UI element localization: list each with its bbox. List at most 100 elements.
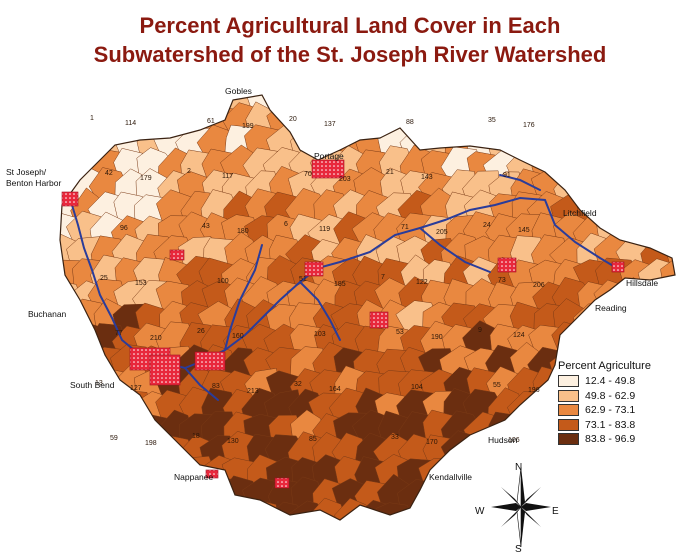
subwatershed-polygon [201,496,241,520]
legend-label: 49.8 - 62.9 [585,389,636,402]
subwatershed-polygon [444,496,479,520]
subwatershed-polygon [60,326,85,365]
legend-item: 83.8 - 96.9 [558,432,698,447]
subwatershed-number: 170 [426,439,438,446]
subwatershed-number: 127 [130,385,142,392]
subwatershed-number: 104 [411,384,423,391]
compass-north-label: N [515,462,523,473]
legend-label: 73.1 - 83.8 [585,418,636,431]
subwatershed-polygon [549,127,590,167]
subwatershed-polygon [661,475,675,518]
subwatershed-polygon [617,147,661,190]
subwatershed-number: 26 [197,328,205,335]
subwatershed-polygon [617,123,661,166]
subwatershed-number: 122 [416,279,428,286]
subwatershed-polygon [637,212,675,252]
subwatershed-number: 179 [140,175,152,182]
urban-area [369,311,389,329]
city-label-hudson: Hudson [488,435,518,445]
subwatershed-polygon [113,95,151,118]
legend-label: 83.8 - 96.9 [585,433,636,446]
subwatershed-number: 20 [289,116,297,123]
subwatershed-polygon [130,500,172,520]
subwatershed-number: 7 [381,274,385,281]
subwatershed-number: 35 [488,117,496,124]
subwatershed-polygon [574,124,613,167]
subwatershed-number: 117 [222,173,233,180]
subwatershed-polygon [574,325,615,361]
subwatershed-polygon [67,454,108,497]
subwatershed-polygon [571,500,617,520]
subwatershed-polygon [641,95,675,121]
subwatershed-number: 164 [329,386,341,393]
subwatershed-polygon [595,454,635,493]
subwatershed-number: 55 [493,382,501,389]
subwatershed-polygon [242,499,281,520]
subwatershed-number: 33 [391,434,399,441]
city-label-st-joseph-2: Benton Harbor [6,178,62,188]
subwatershed-number: 83 [212,383,220,390]
subwatershed-polygon [60,95,87,118]
city-label-gobles: Gobles [225,86,252,96]
river-tributary-5 [499,174,541,191]
subwatershed-polygon [599,325,634,361]
subwatershed-number: 114 [125,120,136,127]
subwatershed-number: 21 [386,169,394,176]
subwatershed-polygon [593,171,640,209]
subwatershed-polygon [133,95,173,119]
subwatershed-polygon [641,476,675,520]
city-label-litchfield: Litchfield [563,208,597,218]
subwatershed-polygon [60,477,86,519]
subwatershed-number: 2 [187,168,191,175]
subwatershed-polygon [421,95,458,120]
subwatershed-polygon [377,95,415,121]
subwatershed-polygon [399,95,440,122]
legend-item: 73.1 - 83.8 [558,418,698,433]
river-network [71,174,621,401]
subwatershed-number: 190 [431,334,443,341]
subwatershed-polygon [552,95,595,119]
compass-west-label: W [475,506,485,517]
subwatershed-polygon [440,95,479,119]
subwatershed-polygon [553,105,593,141]
river-tributary-4 [184,367,219,401]
subwatershed-polygon [551,150,589,188]
subwatershed-polygon [60,498,88,520]
subwatershed-number: 96 [120,225,128,232]
subwatershed-number: 25 [100,275,108,282]
subwatershed-number: 137 [324,121,336,128]
subwatershed-number: 9 [478,327,482,334]
subwatershed-polygon [330,103,373,143]
city-label-reading: Reading [595,303,627,313]
subwatershed-polygon [422,498,460,520]
legend-title: Percent Agriculture [558,360,651,372]
subwatershed-polygon [597,193,638,230]
city-label-portage: Portage [314,151,344,161]
city-label-kendallville: Kendallville [429,472,472,482]
legend: Percent Agriculture 12.4 - 49.8 49.8 - 62… [558,360,698,447]
subwatershed-polygon [68,411,108,449]
subwatershed-number: 203 [339,176,351,183]
subwatershed-polygon [596,95,636,120]
subwatershed-polygon [618,104,661,141]
subwatershed-polygon [60,414,84,450]
subwatershed-polygon [68,103,111,142]
subwatershed-polygon [178,95,218,119]
subwatershed-number: 88 [406,119,414,126]
subwatershed-polygon [113,430,151,470]
subwatershed-polygon [531,106,567,143]
subwatershed-polygon [91,457,132,495]
subwatershed-number: 199 [242,123,254,130]
subwatershed-polygon [662,172,675,209]
subwatershed-polygon [664,100,675,142]
subwatershed-polygon [60,455,88,493]
subwatershed-polygon [551,321,594,363]
urban-area [611,261,625,273]
subwatershed-number: 91 [503,172,511,179]
city-label-south-bend: South Bend [70,380,115,390]
subwatershed-polygon [599,146,639,187]
subwatershed-polygon [354,95,393,121]
subwatershed-polygon [617,191,658,228]
river-tributary-2 [299,281,341,341]
